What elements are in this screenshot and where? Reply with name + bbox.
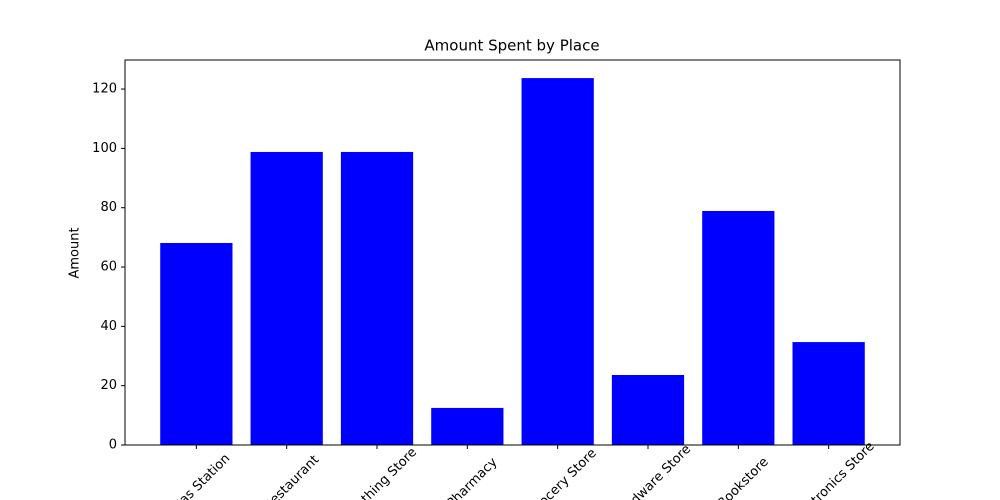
plot-frame	[124, 59, 901, 446]
x-tick-label: Clothing Store	[344, 445, 420, 500]
x-tick-label: Electronics Store	[790, 439, 878, 500]
x-tick-label: Bookstore	[715, 455, 772, 500]
bar	[340, 151, 414, 445]
bar	[702, 210, 775, 445]
y-tick-label: 20	[100, 378, 117, 393]
y-tick-label: 120	[92, 82, 117, 97]
y-tick-label: 0	[109, 438, 117, 453]
y-axis-label: Amount	[68, 227, 83, 278]
x-tick-label: Hardware Store	[612, 442, 694, 500]
chart-title: Amount Spent by Place	[424, 37, 599, 55]
y-tick-label: 80	[100, 200, 117, 215]
x-tick-label: Gas Station	[169, 451, 233, 500]
bar	[160, 243, 233, 445]
y-tick-label: 60	[100, 260, 117, 275]
bar	[792, 342, 865, 445]
y-tick-label: 40	[100, 319, 117, 334]
x-tick-label: Pharmacy	[444, 455, 501, 500]
x-tick-label: Grocery Store	[526, 446, 600, 500]
bar	[250, 151, 323, 445]
bar	[431, 407, 504, 445]
bar	[521, 78, 594, 445]
x-tick-label: Restaurant	[261, 453, 322, 500]
y-tick-label: 100	[92, 141, 117, 156]
bar	[611, 375, 685, 445]
